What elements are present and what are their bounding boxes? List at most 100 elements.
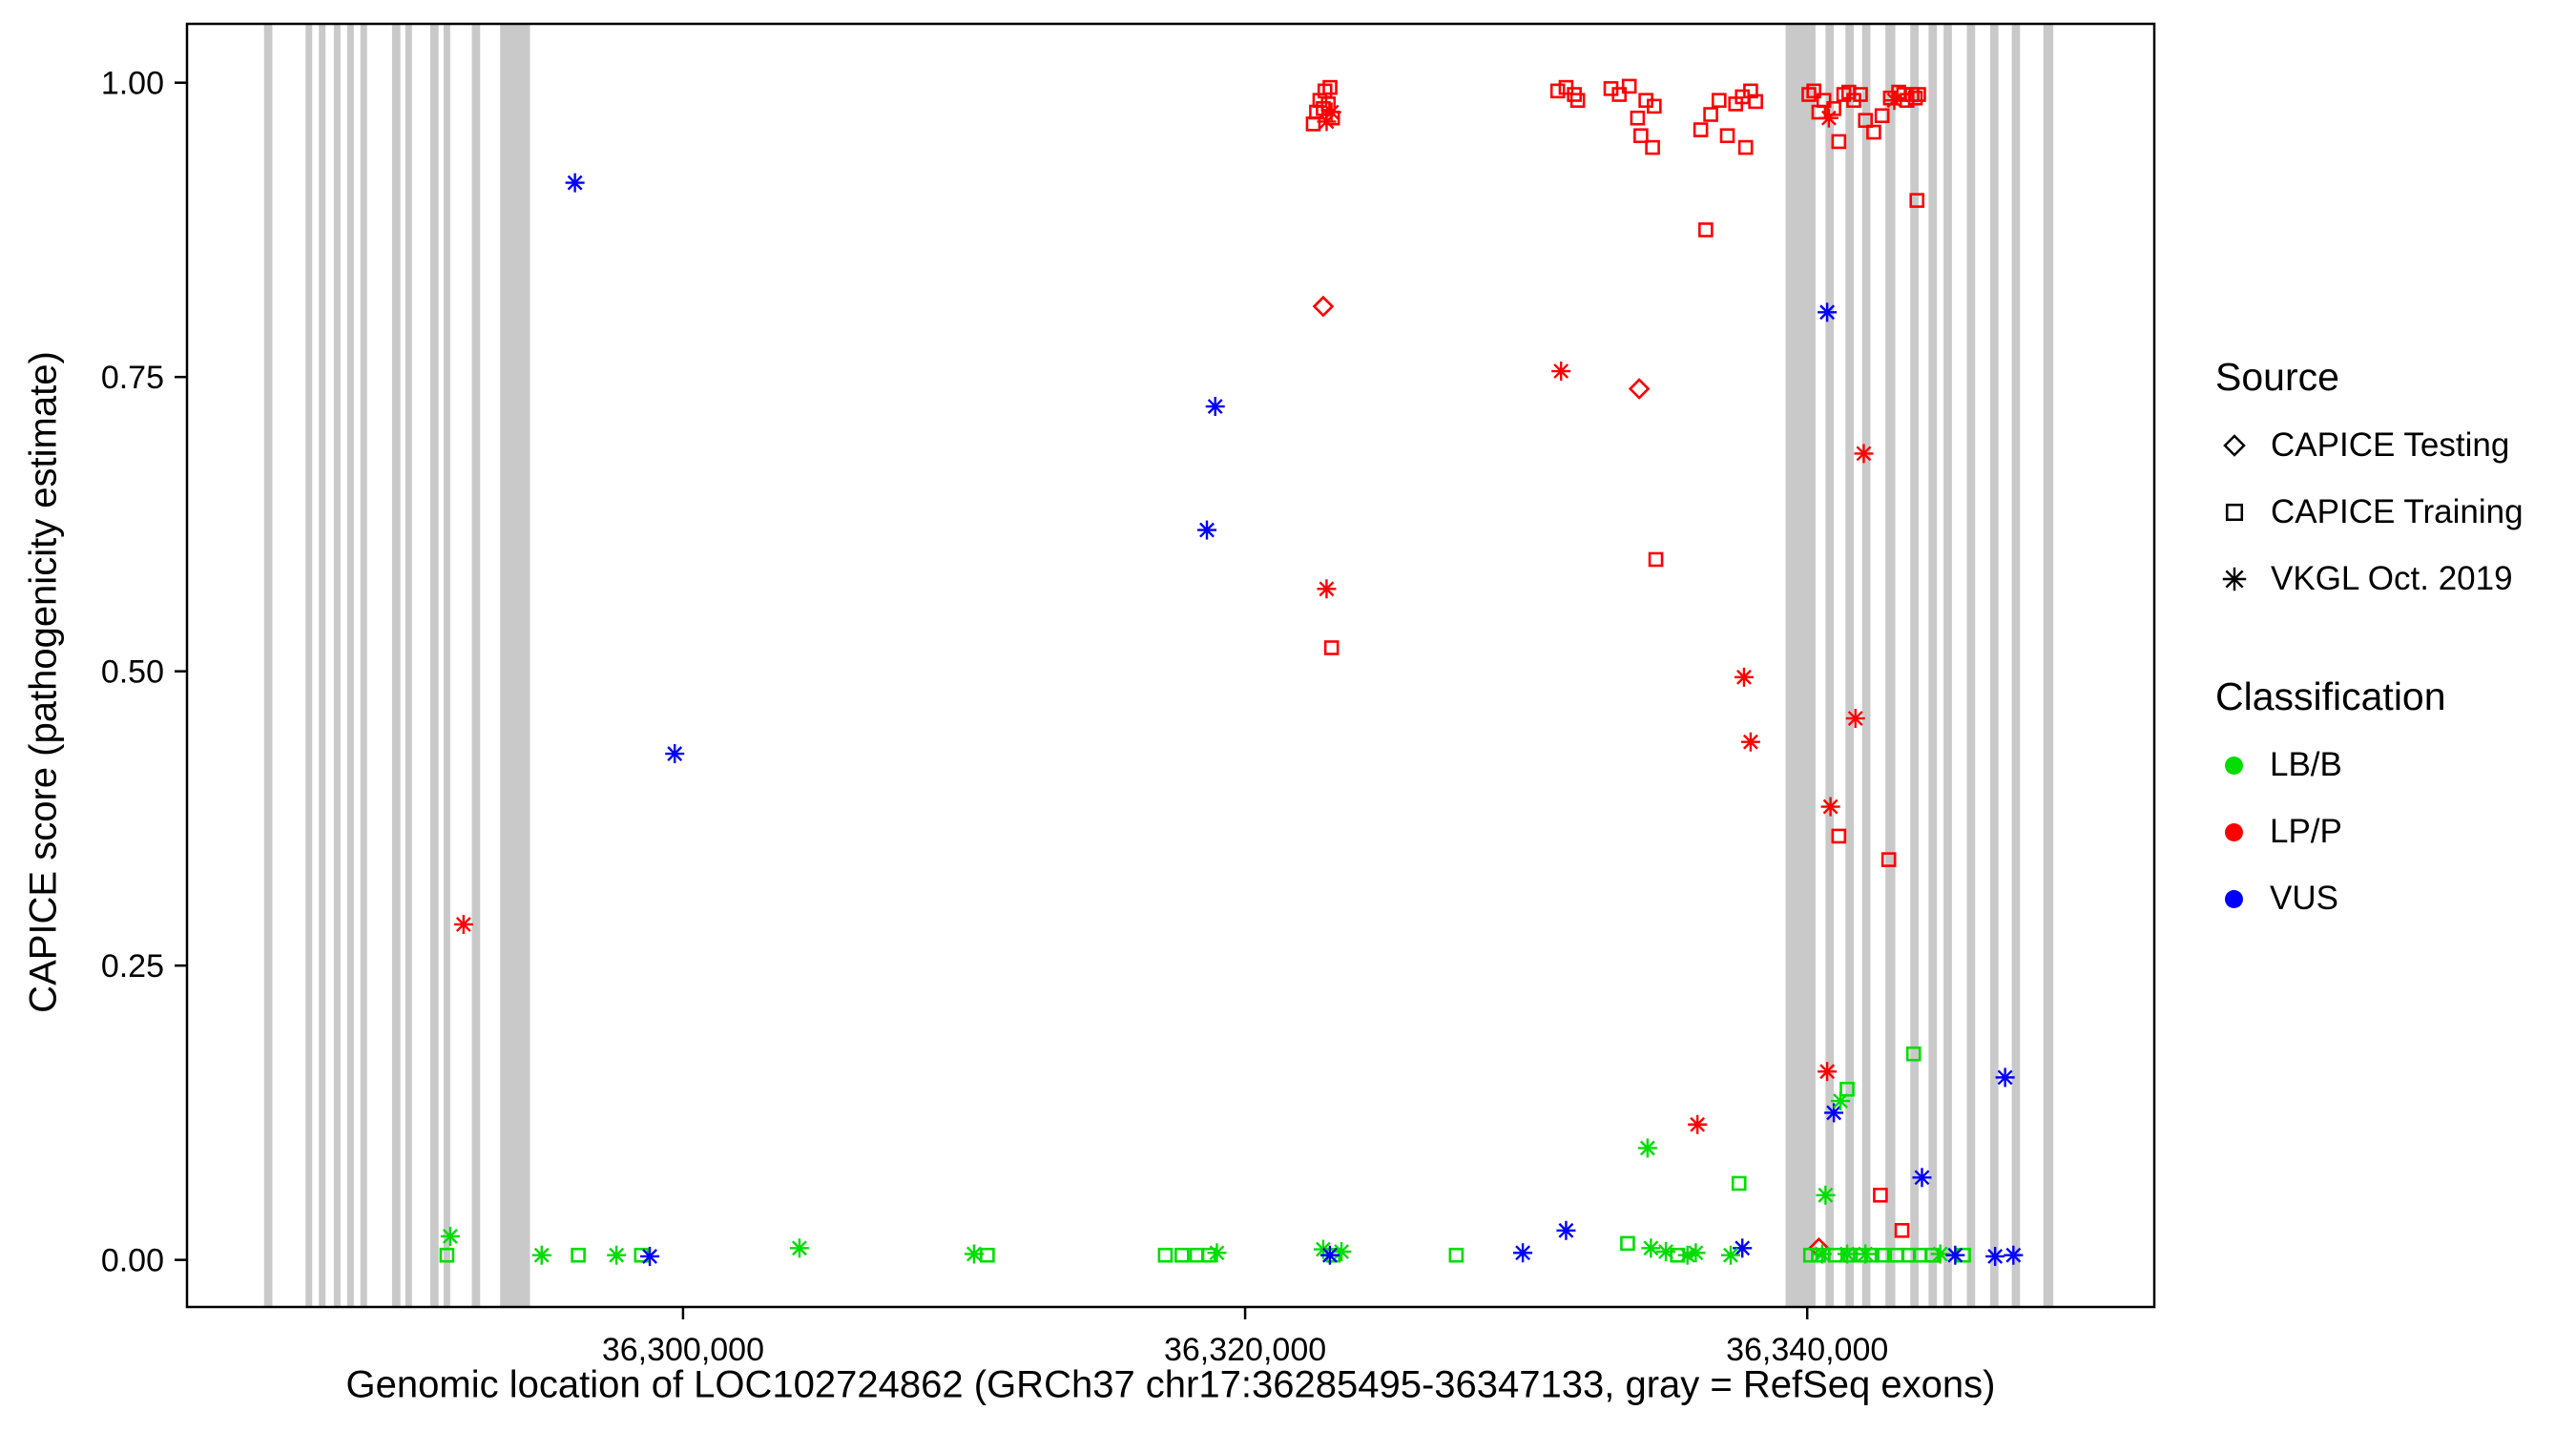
legend-item-lbb: LB/B — [2215, 746, 2559, 784]
data-point-square — [1633, 128, 1649, 144]
refseq-exon-bar — [305, 24, 313, 1307]
data-point-square — [571, 1247, 586, 1263]
refseq-exon-bar — [2043, 24, 2054, 1307]
data-point-square — [1698, 222, 1714, 238]
data-point-asterisk — [1838, 1244, 1858, 1264]
legend-item-capice-testing: CAPICE Testing — [2215, 426, 2559, 465]
legend-source-title: Source — [2215, 355, 2339, 399]
refseq-exon-bar — [500, 24, 530, 1307]
data-point-asterisk — [1884, 91, 1904, 111]
asterisk-icon — [2222, 567, 2247, 591]
data-point-asterisk — [453, 914, 473, 934]
data-point-asterisk — [1686, 1243, 1706, 1263]
legend-item-capice-training: CAPICE Training — [2215, 493, 2559, 531]
data-point-square — [439, 1247, 455, 1263]
data-point-asterisk — [1816, 1185, 1836, 1205]
refseq-exon-bar — [333, 24, 341, 1307]
data-point-square — [1737, 139, 1754, 156]
refseq-exon-bar — [1785, 24, 1816, 1307]
data-point-square — [1157, 1247, 1174, 1263]
data-point-asterisk — [1740, 732, 1760, 752]
refseq-exon-bar — [405, 24, 412, 1307]
data-point-square — [1842, 1247, 1859, 1263]
data-point-asterisk — [565, 173, 585, 193]
data-point-diamond — [1312, 295, 1335, 318]
refseq-exon-bar — [263, 24, 273, 1307]
refseq-exon-bar — [360, 24, 367, 1307]
square-icon — [2225, 503, 2244, 522]
refseq-exon-bar — [391, 24, 401, 1307]
data-point-square — [1174, 1247, 1190, 1263]
data-point-asterisk — [607, 1245, 627, 1265]
refseq-exon-bar — [429, 24, 439, 1307]
data-point-asterisk — [1812, 1244, 1832, 1264]
data-point-square — [1611, 87, 1628, 102]
y-tick-label: 0.75 — [101, 360, 164, 396]
plot-panel-border — [185, 22, 2156, 1309]
refseq-exon-bar — [1928, 24, 1938, 1307]
data-point-asterisk — [1551, 362, 1571, 382]
data-point-asterisk — [1818, 1062, 1838, 1082]
data-point-square — [1322, 79, 1338, 95]
refseq-exon-bar — [1910, 24, 1919, 1307]
data-point-square — [1866, 124, 1881, 140]
data-point-square — [1816, 93, 1832, 109]
data-point-square — [1802, 1247, 1818, 1263]
data-point-asterisk — [1995, 1068, 2015, 1088]
legend-item-label: VUS — [2270, 880, 2338, 917]
refseq-exon-bar — [1845, 24, 1855, 1307]
data-point-square — [1648, 551, 1664, 568]
data-point-square — [1719, 128, 1735, 144]
y-axis-title: CAPICE score (pathogenicity estimate) — [22, 351, 65, 1013]
data-point-square — [1826, 101, 1841, 116]
legend-item-label: CAPICE Testing — [2271, 426, 2510, 464]
data-point-asterisk — [1930, 1244, 1950, 1264]
data-point-asterisk — [1641, 1238, 1661, 1258]
data-point-asterisk — [1205, 397, 1225, 417]
data-point-square — [1711, 93, 1727, 109]
data-point-asterisk — [1317, 112, 1337, 132]
data-point-asterisk — [1845, 709, 1865, 729]
data-point-square — [1873, 1187, 1888, 1203]
data-point-square — [1831, 134, 1847, 150]
data-point-asterisk — [440, 1226, 460, 1246]
data-point-asterisk — [531, 1245, 551, 1265]
data-point-asterisk — [1818, 302, 1838, 322]
x-axis-title: Genomic location of LOC102724862 (GRCh37… — [345, 1363, 1996, 1406]
data-point-asterisk — [1513, 1243, 1533, 1263]
data-point-square — [1874, 108, 1890, 124]
data-point-square — [1874, 1247, 1890, 1263]
data-point-asterisk — [1820, 797, 1840, 817]
refseq-exon-bar — [471, 24, 481, 1307]
x-tick-label: 36,340,000 — [1726, 1332, 1888, 1368]
data-point-square — [1858, 113, 1874, 128]
data-point-square — [1911, 87, 1926, 102]
data-point-asterisk — [1733, 1238, 1753, 1258]
data-point-asterisk — [1196, 520, 1216, 540]
y-tick-label: 1.00 — [101, 66, 164, 102]
data-point-square — [1831, 828, 1847, 844]
data-point-diamond — [1628, 378, 1651, 400]
data-point-asterisk — [1207, 1243, 1227, 1263]
legend: Source CAPICE Testing CAPICE Training — [2215, 355, 2559, 946]
legend-item-label: LP/P — [2270, 813, 2342, 850]
y-tick-label: 0.25 — [101, 948, 164, 985]
data-point-asterisk — [789, 1238, 809, 1258]
legend-item-lpp: LP/P — [2215, 813, 2559, 851]
x-tick-label: 36,320,000 — [1164, 1332, 1326, 1368]
legend-item-label: VKGL Oct. 2019 — [2271, 560, 2513, 597]
refseq-exon-bar — [1861, 24, 1871, 1307]
data-point-asterisk — [2004, 1245, 2024, 1265]
refseq-exon-bar — [1825, 24, 1835, 1307]
data-point-square — [1880, 852, 1897, 867]
data-point-asterisk — [1734, 667, 1754, 687]
legend-item-label: LB/B — [2270, 746, 2342, 783]
data-point-square — [1907, 90, 1923, 106]
refseq-exon-bar — [2011, 24, 2021, 1307]
legend-item-vkgl: VKGL Oct. 2019 — [2215, 560, 2559, 598]
legend-item-vus: VUS — [2215, 880, 2559, 918]
diamond-icon — [2223, 434, 2246, 457]
data-point-asterisk — [1854, 444, 1874, 464]
data-point-asterisk — [640, 1246, 660, 1266]
